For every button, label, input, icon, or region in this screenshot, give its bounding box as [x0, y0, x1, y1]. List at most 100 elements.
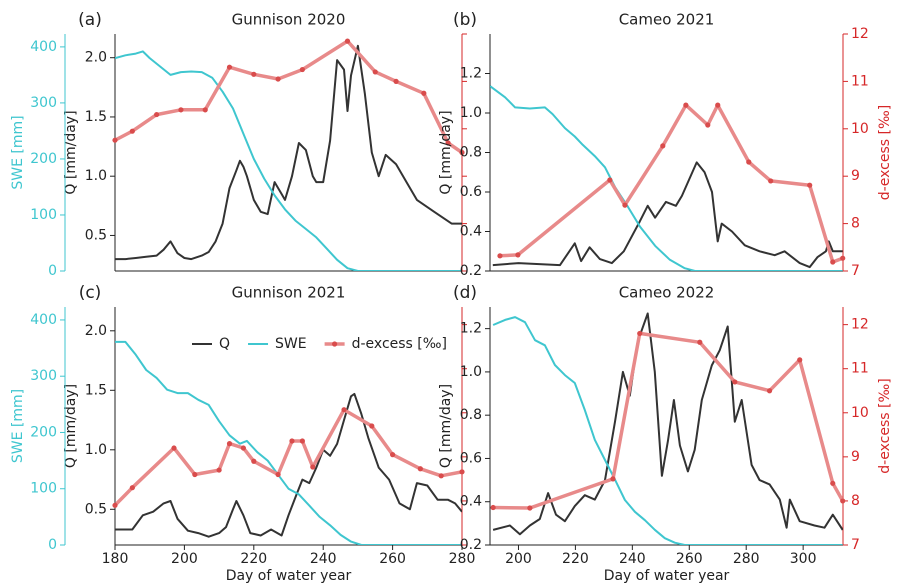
series-marker	[275, 76, 281, 82]
series-marker	[807, 182, 813, 188]
series-marker	[438, 473, 444, 479]
series-line	[115, 44, 462, 261]
legend-marker	[332, 341, 338, 347]
y2-tick-label: 7	[851, 263, 860, 279]
y2-tick-label: 12	[851, 26, 869, 42]
y-axis-label: Q [mm/day]	[438, 110, 454, 194]
series-marker	[515, 252, 521, 258]
y2-tick-label: 11	[851, 361, 869, 377]
y-tick-label: 0.2	[460, 263, 482, 279]
y-tick-label: 1.0	[460, 364, 482, 380]
x-tick-label: 260	[676, 551, 703, 567]
y2-tick-label: 9	[851, 168, 860, 184]
swe-tick-label: 400	[30, 39, 57, 55]
y-tick-label: 1.2	[460, 321, 482, 337]
swe-tick-label: 300	[30, 368, 57, 384]
series-line	[115, 50, 462, 271]
y-axis-label: Q [mm/day]	[63, 110, 79, 194]
series-marker	[369, 423, 375, 429]
series-marker	[299, 66, 305, 73]
series-marker	[192, 471, 198, 478]
x-tick-label: 240	[310, 551, 337, 567]
series-marker	[766, 388, 773, 394]
swe-tick-label: 100	[30, 481, 57, 497]
y2-tick-label: 10	[851, 121, 869, 137]
series-marker	[768, 178, 774, 184]
swe-axis-label: SWE [mm]	[10, 389, 26, 463]
y-tick-label: 0.4	[460, 224, 482, 240]
series-marker	[226, 64, 233, 70]
panel-label: (d)	[453, 283, 477, 303]
y-tick-label: 1.5	[85, 109, 107, 125]
series-marker	[299, 438, 305, 444]
series-marker	[459, 149, 465, 156]
x-axis-label: Day of water year	[604, 568, 730, 583]
y-tick-label: 2.0	[85, 323, 107, 339]
swe-tick-label: 0	[48, 263, 57, 279]
series-marker	[129, 485, 135, 491]
x-axis-label: Day of water year	[226, 568, 352, 583]
series-marker	[251, 458, 257, 464]
series-marker	[216, 467, 222, 473]
y-tick-label: 0.6	[460, 184, 482, 200]
series-marker	[746, 159, 752, 165]
series-marker	[637, 330, 643, 337]
series-marker	[797, 357, 803, 363]
panel-title: Gunnison 2021	[232, 284, 346, 302]
series-marker	[830, 480, 836, 486]
series-line	[499, 103, 843, 264]
series-marker	[289, 438, 295, 444]
y-tick-label: 1.0	[460, 105, 482, 121]
series-marker	[202, 107, 208, 113]
y2-tick-label: 8	[851, 493, 860, 509]
series-line	[490, 85, 843, 271]
series-marker	[393, 78, 399, 84]
series-marker	[344, 38, 351, 44]
panel-title: Gunnison 2020	[232, 11, 346, 29]
series-marker	[840, 498, 846, 504]
y-tick-label: 0.2	[460, 537, 482, 553]
series-marker	[527, 505, 533, 511]
panel-title: Cameo 2021	[619, 11, 715, 29]
legend-label: Q	[219, 336, 230, 352]
x-tick-label: 200	[505, 551, 532, 567]
series-marker	[421, 90, 427, 96]
series-marker	[226, 441, 233, 447]
series-marker	[610, 476, 616, 482]
swe-tick-label: 200	[30, 151, 57, 167]
series-line	[493, 331, 843, 510]
series-marker	[697, 339, 703, 345]
series-marker	[715, 102, 721, 108]
series-line	[492, 312, 843, 536]
series-marker	[607, 177, 613, 183]
y-tick-label: 2.0	[85, 50, 107, 66]
series-marker	[490, 504, 496, 511]
y-tick-label: 0.8	[460, 407, 482, 423]
x-tick-label: 180	[102, 551, 129, 567]
series-marker	[830, 259, 836, 265]
panel-label: (c)	[79, 283, 102, 303]
legend-label: SWE	[275, 336, 307, 352]
series-marker	[445, 140, 451, 146]
series-marker	[112, 137, 118, 143]
series-line	[115, 340, 462, 545]
series-marker	[622, 202, 628, 208]
y2-tick-label: 7	[851, 537, 860, 553]
series-line	[115, 392, 462, 538]
series-marker	[178, 107, 184, 113]
series-marker	[732, 379, 738, 385]
series-marker	[497, 253, 503, 259]
series-marker	[390, 452, 396, 458]
x-tick-label: 280	[449, 551, 476, 567]
y2-tick-label: 12	[851, 317, 869, 333]
legend-label: d-excess [‰]	[352, 336, 447, 352]
series-marker	[112, 502, 118, 508]
series-line	[115, 407, 462, 507]
series-marker	[417, 466, 423, 472]
swe-axis-label: SWE [mm]	[10, 115, 26, 189]
series-marker	[310, 464, 316, 470]
panel-label: (b)	[453, 10, 477, 30]
y-axis-label: Q [mm/day]	[63, 384, 79, 468]
x-tick-label: 220	[562, 551, 589, 567]
swe-tick-label: 200	[30, 424, 57, 440]
